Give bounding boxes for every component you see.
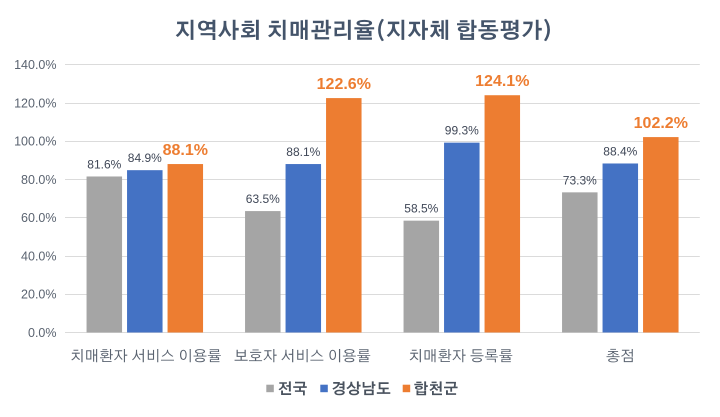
- svg-text:88.1%: 88.1%: [286, 145, 320, 159]
- svg-text:58.5%: 58.5%: [404, 202, 438, 216]
- svg-text:100.0%: 100.0%: [14, 135, 56, 149]
- svg-text:84.9%: 84.9%: [128, 151, 162, 165]
- svg-text:124.1%: 124.1%: [475, 73, 529, 90]
- svg-text:80.0%: 80.0%: [21, 173, 56, 187]
- svg-text:88.1%: 88.1%: [163, 142, 208, 159]
- svg-text:122.6%: 122.6%: [317, 76, 371, 93]
- svg-text:81.6%: 81.6%: [87, 157, 121, 171]
- svg-text:120.0%: 120.0%: [14, 96, 56, 110]
- svg-text:73.3%: 73.3%: [563, 173, 597, 187]
- svg-text:40.0%: 40.0%: [21, 249, 56, 263]
- svg-text:140.0%: 140.0%: [14, 58, 56, 72]
- svg-text:99.3%: 99.3%: [445, 124, 479, 138]
- svg-text:60.0%: 60.0%: [21, 211, 56, 225]
- svg-text:88.4%: 88.4%: [603, 144, 637, 158]
- svg-text:20.0%: 20.0%: [21, 288, 56, 302]
- svg-text:102.2%: 102.2%: [634, 115, 688, 132]
- svg-text:0.0%: 0.0%: [28, 326, 57, 340]
- svg-text:63.5%: 63.5%: [246, 192, 280, 206]
